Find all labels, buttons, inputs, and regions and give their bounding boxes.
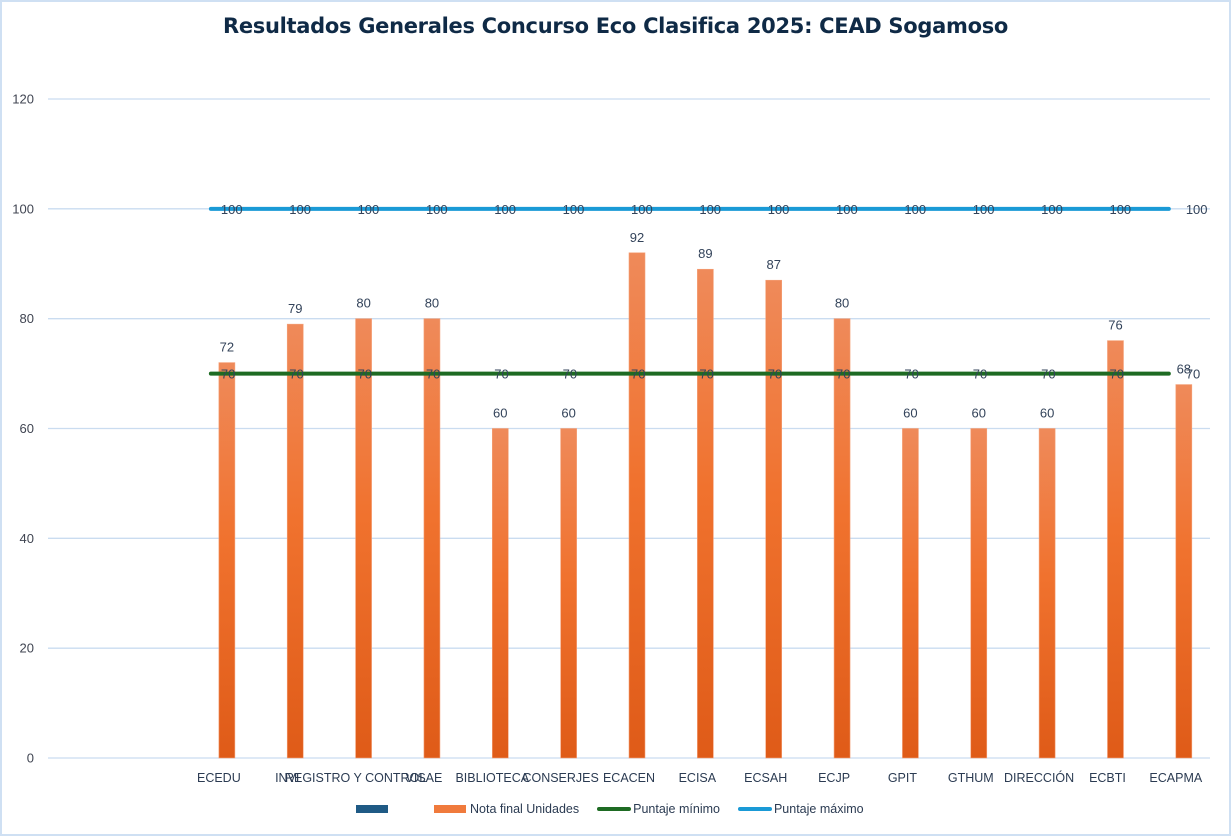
legend-swatch — [356, 805, 388, 813]
bar-nota-final — [697, 268, 714, 759]
bar-nota-final — [833, 318, 851, 759]
x-tick-label: ECBTI — [1089, 771, 1126, 785]
legend-swatch — [434, 805, 466, 813]
data-label-minimo: 70 — [289, 367, 303, 382]
legend-swatch — [597, 807, 632, 811]
y-tick-label: 20 — [20, 641, 34, 656]
data-label-maximo: 100 — [426, 202, 448, 217]
data-label-minimo: 70 — [358, 367, 372, 382]
legend-label: Nota final Unidades — [470, 802, 580, 816]
data-label-maximo: 100 — [631, 202, 653, 217]
chart-title: Resultados Generales Concurso Eco Clasif… — [222, 14, 1009, 38]
data-label-minimo: 70 — [973, 367, 987, 382]
data-label-nota: 89 — [698, 246, 712, 261]
data-label-nota: 76 — [1108, 318, 1122, 333]
x-tick-label: CONSERJES — [522, 771, 598, 785]
bar-nota-final — [1107, 340, 1124, 759]
data-label-maximo: 100 — [904, 202, 926, 217]
data-label-nota: 60 — [493, 406, 507, 421]
data-label-minimo: 70 — [1186, 367, 1200, 382]
data-label-maximo: 100 — [1041, 202, 1063, 217]
bar-nota-final — [355, 318, 372, 759]
bar-nota-final — [970, 428, 988, 759]
x-tick-label: VISAE — [406, 771, 443, 785]
data-label-nota: 80 — [835, 296, 849, 311]
data-label-minimo: 70 — [426, 367, 440, 382]
bar-nota-final — [560, 428, 577, 759]
data-label-nota: 92 — [630, 230, 644, 245]
data-label-nota: 60 — [972, 406, 986, 421]
legend-label: Puntaje máximo — [773, 802, 864, 816]
data-label-nota: 68 — [1177, 362, 1191, 377]
data-label-maximo: 100 — [699, 202, 721, 217]
data-label-nota: 60 — [903, 406, 917, 421]
bar-nota-final — [1038, 428, 1056, 759]
data-label-minimo: 70 — [563, 367, 577, 382]
x-tick-label: INVI — [275, 771, 299, 785]
data-label-maximo: 100 — [289, 202, 311, 217]
x-tick-label: BIBLIOTECA — [455, 771, 529, 785]
y-tick-label: 80 — [20, 311, 34, 326]
x-tick-label: ECEDU — [197, 771, 241, 785]
bar-nota-final — [491, 428, 509, 759]
data-label-minimo: 70 — [768, 367, 782, 382]
data-label-nota: 80 — [356, 296, 370, 311]
y-tick-label: 0 — [27, 751, 34, 766]
chart-legend: Nota final Unidades Puntaje mínimo Punta… — [356, 802, 882, 816]
data-label-nota: 60 — [561, 406, 575, 421]
x-tick-label: REGISTRO Y CONTROL — [285, 771, 426, 785]
data-label-minimo: 70 — [904, 367, 918, 382]
y-tick-label: 40 — [20, 531, 34, 546]
data-label-maximo: 100 — [768, 202, 790, 217]
data-label-nota: 79 — [288, 301, 302, 316]
data-label-nota: 60 — [1040, 406, 1054, 421]
bar-nota-final — [218, 362, 236, 759]
data-label-maximo: 100 — [563, 202, 585, 217]
data-label-maximo: 100 — [494, 202, 516, 217]
data-label-maximo: 100 — [836, 202, 858, 217]
x-tick-label: ECSAH — [744, 771, 787, 785]
data-label-maximo: 100 — [221, 202, 243, 217]
y-tick-label: 100 — [12, 201, 34, 216]
data-label-nota: 87 — [766, 257, 780, 272]
data-label-minimo: 70 — [494, 367, 508, 382]
data-label-minimo: 70 — [1109, 367, 1123, 382]
bar-nota-final — [423, 318, 441, 759]
x-tick-label: DIRECCIÓN — [1004, 770, 1074, 785]
data-label-maximo: 100 — [358, 202, 380, 217]
x-tick-label: GPIT — [888, 771, 918, 785]
x-tick-label: ECACEN — [603, 771, 655, 785]
legend-item-nota: Nota final Unidades — [434, 802, 579, 816]
y-tick-label: 120 — [12, 92, 34, 107]
x-tick-label: ECJP — [818, 771, 850, 785]
data-label-minimo: 70 — [221, 367, 235, 382]
data-label-maximo: 100 — [1186, 202, 1208, 217]
legend-item-minimo: Puntaje mínimo — [597, 802, 720, 816]
data-label-minimo: 70 — [1041, 367, 1055, 382]
data-label-maximo: 100 — [1109, 202, 1131, 217]
legend-item-blank — [356, 805, 416, 813]
data-label-minimo: 70 — [836, 367, 850, 382]
bar-nota-final — [286, 323, 304, 759]
legend-label: Puntaje mínimo — [633, 802, 720, 816]
data-label-minimo: 70 — [631, 367, 645, 382]
y-tick-label: 60 — [20, 421, 34, 436]
bar-nota-final — [1175, 384, 1193, 759]
bar-nota-final — [765, 279, 783, 759]
data-label-minimo: 70 — [699, 367, 713, 382]
bar-nota-final — [902, 428, 919, 759]
bar-nota-final — [628, 252, 646, 759]
x-tick-label: ECISA — [679, 771, 717, 785]
data-label-nota: 80 — [425, 296, 439, 311]
data-label-nota: 72 — [220, 340, 234, 355]
x-tick-label: GTHUM — [948, 771, 994, 785]
x-tick-label: ECAPMA — [1149, 771, 1202, 785]
legend-item-maximo: Puntaje máximo — [737, 802, 864, 816]
legend-swatch — [737, 807, 772, 811]
data-label-maximo: 100 — [973, 202, 995, 217]
